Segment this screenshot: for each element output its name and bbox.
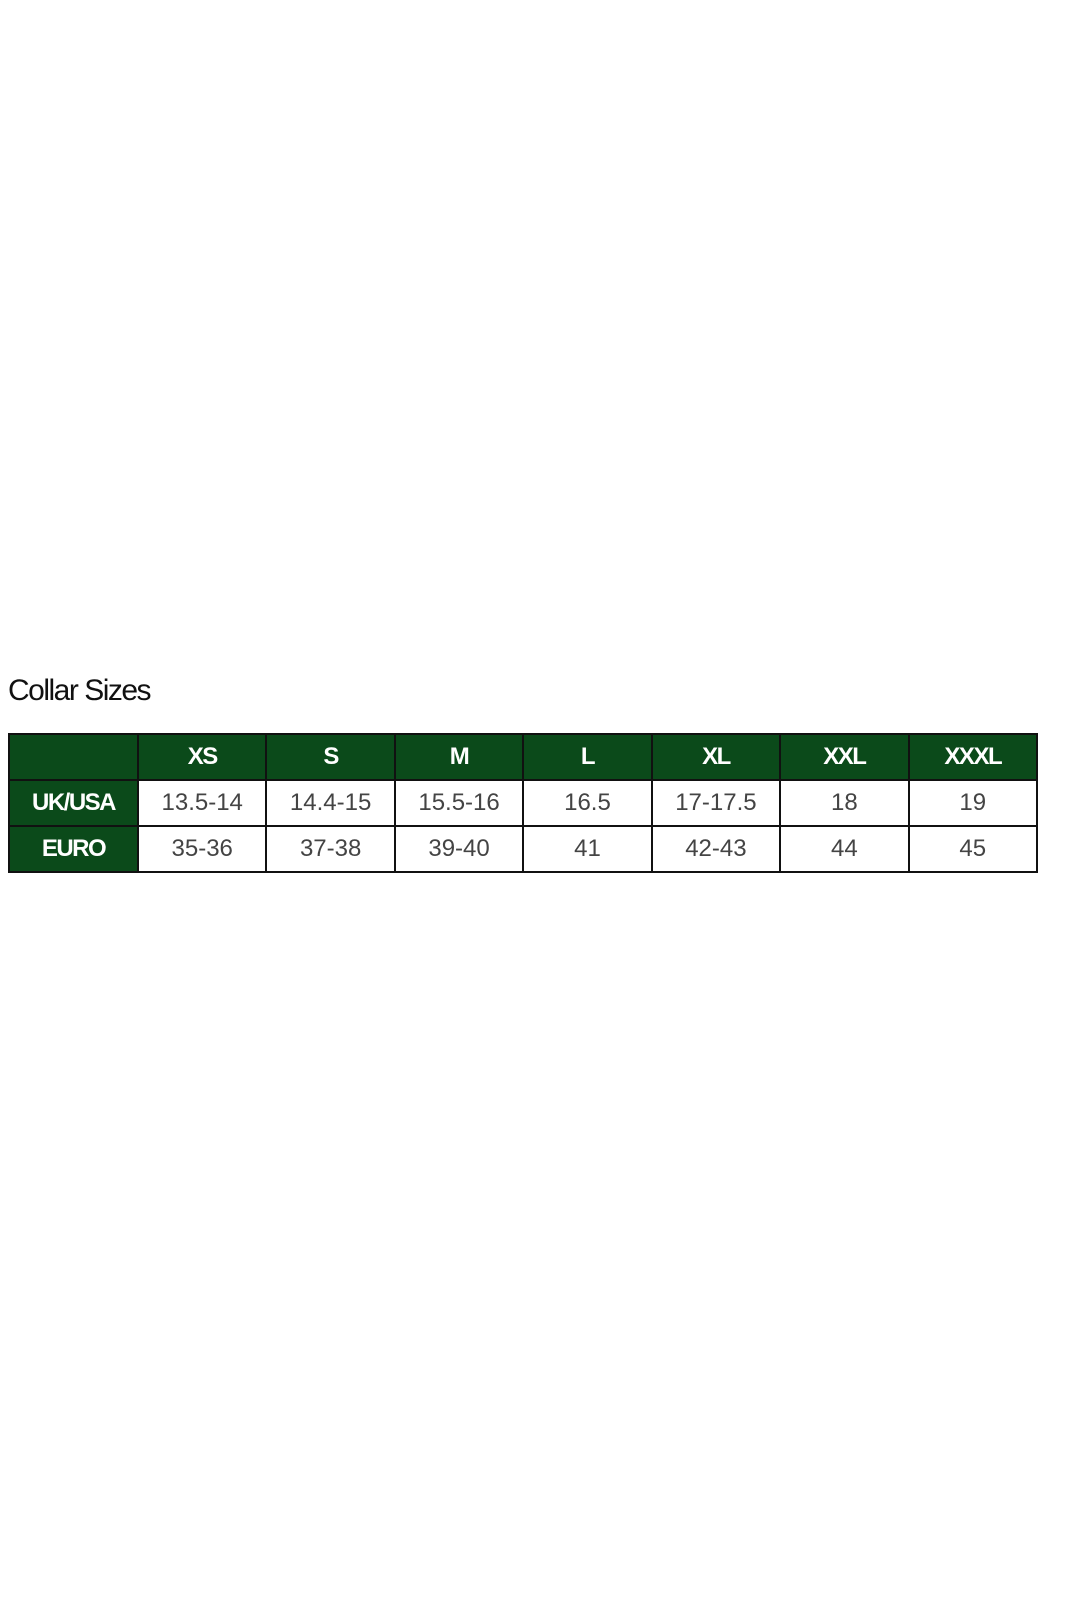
table-cell: 37-38 (265, 825, 396, 873)
column-header: L (522, 733, 653, 781)
table-cell: 41 (522, 825, 653, 873)
table-cell: 16.5 (522, 779, 653, 827)
collar-size-table: XS S M L XL XXL XXXL UK/USA 13.5-14 14.4… (8, 733, 1039, 873)
table-cell: 44 (779, 825, 910, 873)
table-cell: 15.5-16 (393, 779, 525, 827)
column-header (8, 733, 139, 781)
column-header: S (265, 733, 396, 781)
table-row: EURO 35-36 37-38 39-40 41 42-43 44 45 (8, 825, 1039, 873)
column-header: XXL (779, 733, 910, 781)
row-header: UK/USA (8, 779, 139, 827)
table-cell: 39-40 (393, 825, 525, 873)
column-header: M (393, 733, 525, 781)
table-cell: 42-43 (650, 825, 782, 873)
table-cell: 14.4-15 (265, 779, 396, 827)
column-header: XXXL (907, 733, 1039, 781)
table-cell: 35-36 (136, 825, 268, 873)
page-title: Collar Sizes (8, 674, 152, 707)
row-header: EURO (8, 825, 139, 873)
table-cell: 13.5-14 (136, 779, 268, 827)
column-header: XL (650, 733, 782, 781)
table-cell: 45 (907, 825, 1039, 873)
table-header-row: XS S M L XL XXL XXXL (8, 733, 1039, 781)
table-cell: 19 (907, 779, 1039, 827)
table-cell: 17-17.5 (650, 779, 782, 827)
table-row: UK/USA 13.5-14 14.4-15 15.5-16 16.5 17-1… (8, 779, 1039, 827)
table-cell: 18 (779, 779, 910, 827)
column-header: XS (136, 733, 268, 781)
